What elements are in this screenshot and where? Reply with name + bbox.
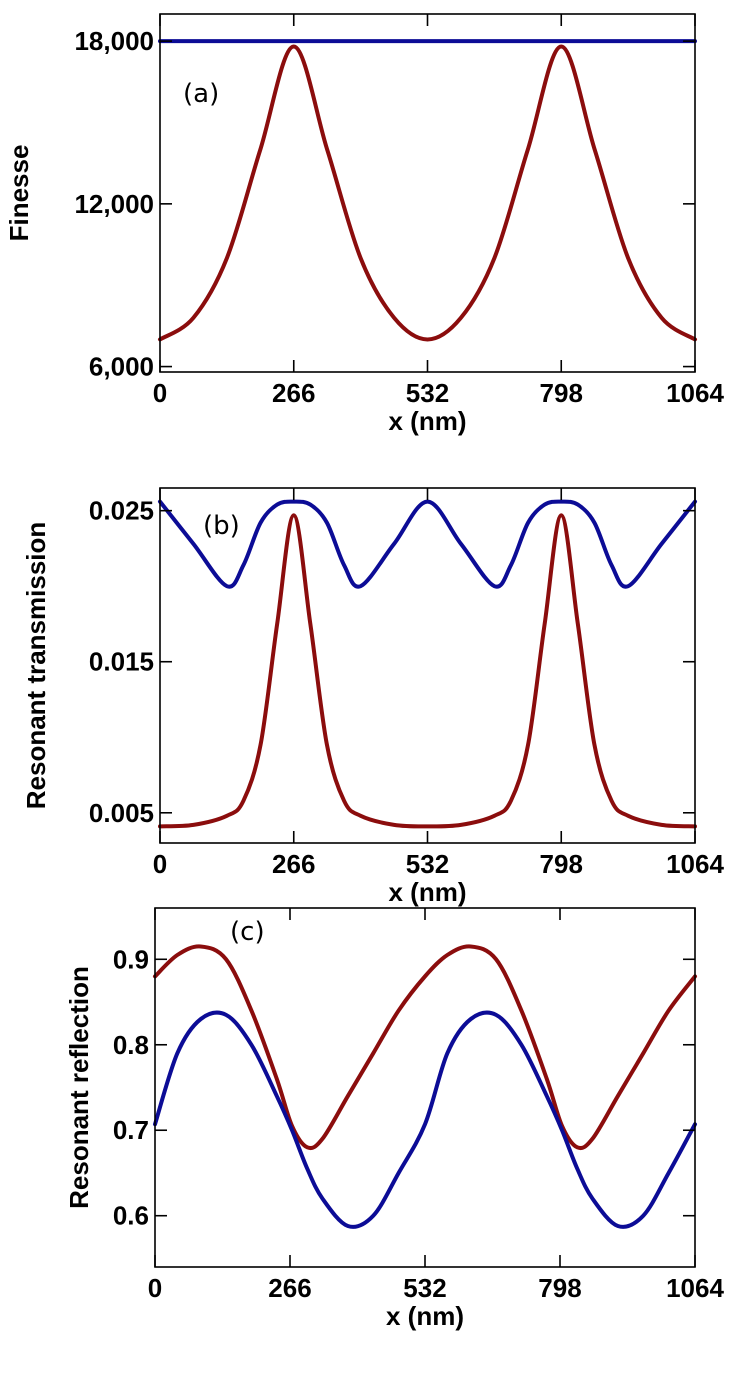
- panel-b: 0 266 532 798 1064 0.005 0.015 0.025 x (nm) Reson…: [21, 487, 724, 907]
- x-tick-label: 1064: [666, 1273, 724, 1303]
- x-axis-title: x (nm): [389, 406, 467, 436]
- x-tick-label: 798: [538, 1273, 581, 1303]
- y-axis-title: Resonant transmission: [21, 522, 51, 810]
- x-tick-label: 0: [153, 849, 167, 879]
- x-tick-label: 0: [153, 378, 167, 408]
- series-line-red: [158, 44, 697, 342]
- series-line-blue: [153, 1010, 697, 1229]
- series-line-red: [153, 944, 697, 1151]
- y-tick-label: 0.8: [113, 1030, 149, 1060]
- panel-a: 0 266 532 798 1064 6,000 12,000 18,000 x (nm) Fin…: [4, 13, 724, 436]
- y-tick-label: 18,000: [74, 26, 154, 56]
- x-axis-title: x (nm): [386, 1301, 464, 1331]
- plot-frame: [159, 487, 696, 844]
- x-tick-label: 532: [403, 1273, 446, 1303]
- x-tick-label: 532: [406, 849, 449, 879]
- y-tick-label: 0.9: [113, 944, 149, 974]
- y-tick-label: 0.015: [89, 647, 154, 677]
- y-tick-label: 12,000: [74, 189, 154, 219]
- x-tick-label: 1064: [666, 849, 724, 879]
- y-tick-label: 0.005: [89, 798, 154, 828]
- series-line-blue: [158, 499, 697, 589]
- plot-frame: [159, 13, 696, 373]
- x-tick-label: 798: [540, 378, 583, 408]
- y-tick-label: 0.6: [113, 1201, 149, 1231]
- panel-c: 0 266 532 798 1064 0.6 0.7 0.8 0.9 x (nm) Resonant…: [64, 907, 724, 1331]
- x-tick-label: 266: [268, 1273, 311, 1303]
- y-tick-label: 0.7: [113, 1115, 149, 1145]
- x-tick-label: 532: [406, 378, 449, 408]
- panel-label: (b): [203, 511, 240, 541]
- x-tick-label: 798: [540, 849, 583, 879]
- y-axis-title: Finesse: [4, 145, 34, 242]
- x-tick-label: 1064: [666, 378, 724, 408]
- y-axis-title: Resonant reflection: [64, 966, 94, 1209]
- x-tick-label: 266: [272, 378, 315, 408]
- plot-frame: [154, 907, 696, 1268]
- panel-label: (a): [183, 79, 219, 109]
- x-axis-title: x (nm): [389, 877, 467, 907]
- y-tick-label: 0.025: [89, 496, 154, 526]
- series-line-red: [158, 513, 697, 829]
- x-tick-label: 0: [148, 1273, 162, 1303]
- panel-label: (c): [230, 917, 265, 947]
- y-tick-label: 6,000: [89, 352, 154, 382]
- x-tick-label: 266: [272, 849, 315, 879]
